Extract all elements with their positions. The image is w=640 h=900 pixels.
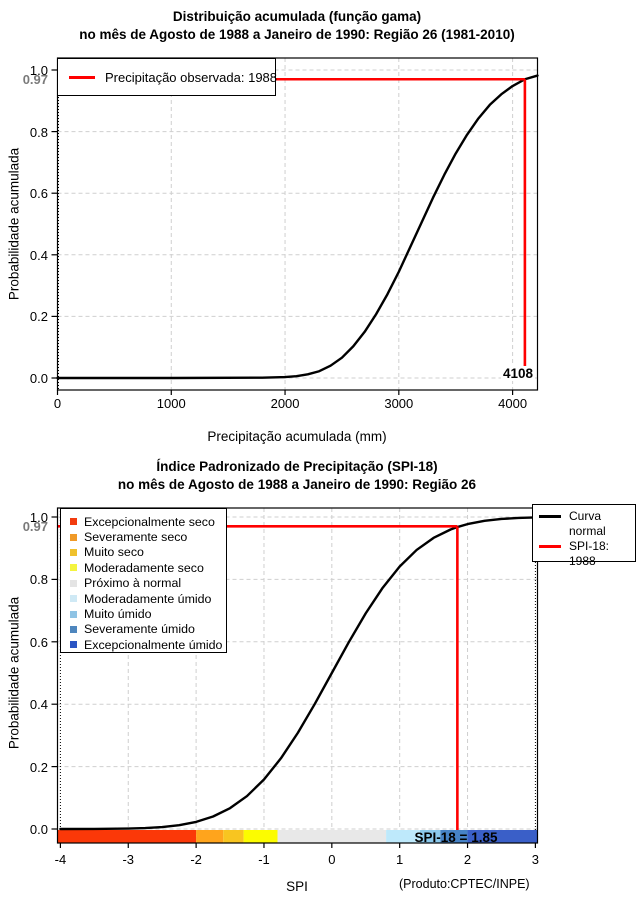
spi-colorbar-segment (243, 830, 278, 843)
spi-line-key-label: SPI-18: 1988 (569, 539, 610, 568)
spi-category-item: Muito seco (70, 545, 226, 560)
normal-curve-key-label: Curva normal (569, 509, 606, 538)
x-tick-label: 3000 (384, 396, 414, 411)
gamma-x-axis-label: Precipitação acumulada (mm) (207, 429, 387, 444)
y-tick-label: 0.6 (29, 186, 48, 202)
category-color-swatch (70, 595, 77, 603)
spi-chart-title: Índice Padronizado de Precipitação (SPI-… (156, 459, 438, 474)
x-tick-label: 4000 (498, 396, 528, 411)
gamma-chart-title: Distribuição acumulada (função gama) (172, 9, 422, 24)
category-label: Próximo à normal (84, 576, 182, 591)
plot-border (56, 507, 539, 844)
normal-curve-key (539, 515, 561, 518)
category-label: Excepcionalmente úmido (84, 637, 223, 652)
spi-y-axis-label: Probabilidade acumulada (6, 596, 22, 750)
x-tick-label: 1000 (156, 396, 186, 411)
category-label: Moderadamente seco (84, 560, 204, 575)
plot-border (56, 57, 539, 391)
spi-probability-label: 0.97 (22, 519, 48, 534)
category-label: Excepcionalmente seco (84, 514, 215, 529)
gamma-y-axis-label: Probabilidade acumulada (6, 147, 22, 301)
y-tick-label: 1.0 (29, 63, 48, 78)
category-color-swatch (70, 625, 77, 633)
category-label: Muito úmido (84, 607, 152, 622)
spi-category-item: Próximo à normal (70, 576, 226, 591)
y-tick-label: 0.0 (29, 822, 48, 837)
category-color-swatch (70, 610, 77, 618)
spi-colorbar-segment (467, 830, 538, 843)
y-tick-label: 0.6 (29, 634, 48, 650)
category-label: Severamente seco (84, 530, 188, 545)
y-tick-label: 0.4 (29, 697, 48, 713)
category-color-swatch (70, 579, 77, 587)
category-color-swatch (70, 564, 77, 572)
y-tick-label: 0.4 (29, 247, 48, 263)
x-tick-label: 0 (53, 396, 62, 411)
spi-colorbar-segment (196, 830, 224, 843)
gamma-cdf-curve (56, 74, 539, 380)
x-tick-label: 3 (531, 852, 540, 867)
category-color-swatch (70, 518, 77, 526)
spi-category-item: Moderadamente úmido (70, 591, 226, 606)
y-tick-label: 0.2 (29, 309, 48, 325)
spi-category-item: Muito úmido (70, 606, 226, 621)
gamma-observed-probability-label: 0.97 (22, 72, 48, 87)
gamma-legend: Precipitação observada: 1988 (57, 58, 278, 96)
spi-colorbar-segment (223, 830, 244, 843)
x-tick-label: -1 (258, 852, 270, 867)
x-tick-label: 2 (463, 852, 472, 867)
y-tick-label: 0.8 (29, 572, 48, 588)
spi-category-item: Severamente seco (70, 529, 226, 544)
spi-lines-legend: Curva normal SPI-18: 1988 (532, 504, 636, 568)
spi-category-item: Moderadamente seco (70, 560, 226, 575)
normal-cdf-curve (59, 516, 537, 831)
observed-line-key-label: Precipitação observada: 1988 (105, 69, 278, 85)
category-label: Moderadamente úmido (84, 591, 212, 606)
category-color-swatch (70, 548, 77, 556)
legend-item-spi-line: SPI-18: 1988 (539, 539, 635, 569)
spi-category-item: Excepcionalmente seco (70, 514, 226, 529)
category-label: Severamente úmido (84, 622, 195, 637)
spi-colorbar-segment (277, 830, 387, 843)
x-tick-label: -3 (122, 852, 135, 867)
x-tick-label: -4 (54, 852, 67, 867)
observed-line-key (69, 75, 95, 79)
spi-value-label: SPI-18 = 1.85 (414, 830, 498, 845)
spi-category-item: Severamente úmido (70, 622, 226, 637)
category-color-swatch (70, 533, 77, 541)
spi-category-item: Excepcionalmente úmido (70, 637, 226, 652)
x-tick-label: -2 (190, 852, 202, 867)
spi-colorbar-segment (420, 830, 441, 843)
gamma-observed-value-label: 4108 (501, 366, 536, 381)
spi-colorbar-segment (440, 830, 468, 843)
spi-x-axis-label: SPI (286, 879, 308, 894)
spi-colorbar-segment (386, 830, 421, 843)
y-tick-label: 0.8 (29, 124, 48, 140)
category-color-swatch (70, 641, 77, 649)
x-tick-label: 1 (396, 852, 404, 867)
x-tick-label: 0 (328, 852, 336, 867)
spi-line-key (539, 545, 561, 548)
spi-colorbar-segment (57, 830, 197, 843)
y-tick-label: 0.2 (29, 759, 48, 775)
category-label: Muito seco (84, 545, 144, 560)
x-tick-label: 2000 (270, 396, 300, 411)
spi-chart-subtitle: no mês de Agosto de 1988 a Janeiro de 19… (117, 477, 477, 492)
gamma-chart-subtitle: no mês de Agosto de 1988 a Janeiro de 19… (79, 27, 515, 42)
spi-categories-legend: Excepcionalmente seco Severamente seco Mui… (60, 508, 227, 653)
y-tick-label: 1.0 (29, 510, 48, 525)
product-credit: (Produto:CPTEC/INPE) (399, 877, 530, 891)
y-tick-label: 0.0 (29, 371, 48, 386)
legend-item-normal-curve: Curva normal (539, 509, 635, 539)
